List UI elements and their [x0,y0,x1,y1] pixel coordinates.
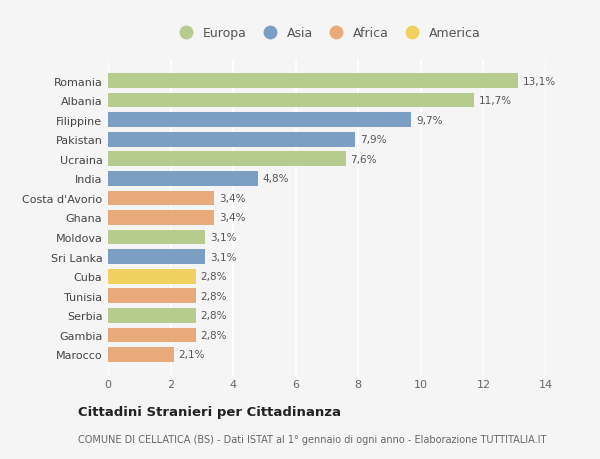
Bar [108,172,258,186]
Text: 2,8%: 2,8% [200,311,227,321]
Text: 11,7%: 11,7% [479,96,512,106]
Text: 7,6%: 7,6% [350,155,377,164]
Text: 3,4%: 3,4% [219,194,245,203]
Text: 3,4%: 3,4% [219,213,245,223]
Bar [108,133,355,147]
Text: 4,8%: 4,8% [263,174,289,184]
Legend: Europa, Asia, Africa, America: Europa, Asia, Africa, America [170,25,484,43]
Text: 7,9%: 7,9% [360,135,386,145]
Bar [108,152,346,167]
Text: 3,1%: 3,1% [209,252,236,262]
Text: 13,1%: 13,1% [523,76,556,86]
Bar [108,347,174,362]
Text: 2,1%: 2,1% [178,350,205,360]
Bar [108,113,412,128]
Text: 9,7%: 9,7% [416,115,443,125]
Bar [108,211,214,225]
Bar [108,230,205,245]
Text: 3,1%: 3,1% [209,233,236,242]
Text: Cittadini Stranieri per Cittadinanza: Cittadini Stranieri per Cittadinanza [78,405,341,419]
Bar [108,250,205,264]
Bar [108,308,196,323]
Bar [108,74,518,89]
Bar [108,328,196,342]
Bar [108,269,196,284]
Text: 2,8%: 2,8% [200,272,227,281]
Text: 2,8%: 2,8% [200,291,227,301]
Text: COMUNE DI CELLATICA (BS) - Dati ISTAT al 1° gennaio di ogni anno - Elaborazione : COMUNE DI CELLATICA (BS) - Dati ISTAT al… [78,434,547,443]
Bar [108,94,474,108]
Bar [108,191,214,206]
Text: 2,8%: 2,8% [200,330,227,340]
Bar [108,289,196,303]
